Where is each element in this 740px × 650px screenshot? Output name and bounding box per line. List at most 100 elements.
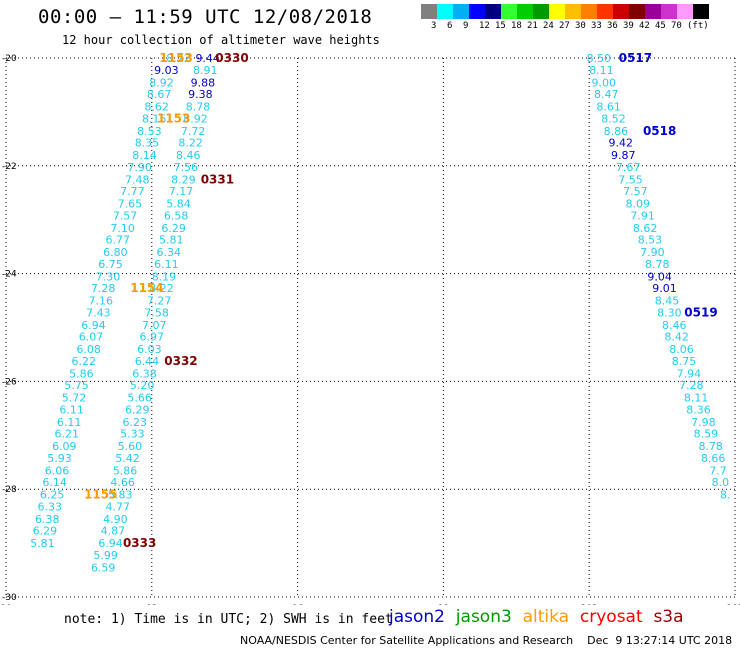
time-label: 0330 xyxy=(215,51,248,65)
wave-height-point: 6.22 xyxy=(72,355,97,368)
wave-height-point: 9.42 xyxy=(609,137,634,150)
wave-height-point: 6.21 xyxy=(55,428,80,441)
legend-swatch xyxy=(549,4,565,19)
wave-height-point: 8.15 xyxy=(142,112,167,125)
wave-height-point: 7.91 xyxy=(630,209,655,222)
wave-height-point: 6.29 xyxy=(125,403,150,416)
legend-label: 18 xyxy=(511,21,522,31)
wave-height-point: 8.46 xyxy=(176,149,201,162)
wave-height-point: 8. xyxy=(720,489,731,502)
wave-height-point: 5.20 xyxy=(130,379,155,392)
wave-height-point: 7.94 xyxy=(677,367,702,380)
wave-height-chart: 90939699102105-20-22-24-26-28-308.229.03… xyxy=(0,51,740,605)
time-label: 0331 xyxy=(201,172,234,186)
wave-height-point: 7.57 xyxy=(113,209,138,222)
footer-note: note: 1) Time is in UTC; 2) SWH is in fe… xyxy=(64,612,393,627)
wave-height-point: 8.61 xyxy=(596,101,621,114)
x-tick-label: 102 xyxy=(581,604,598,605)
wave-height-point: 7.48 xyxy=(125,173,150,186)
wave-height-point: 6.14 xyxy=(42,476,67,489)
color-legend: 3 6 9 12 15 18 21 24 27 30 33 36 39 42 45 70 (ft) xyxy=(421,4,740,33)
legend-label: 6 xyxy=(447,21,453,31)
wave-height-point: 8.52 xyxy=(601,112,626,125)
legend-labels: 3 6 9 12 15 18 21 24 27 30 33 36 39 42 45 70 (ft) xyxy=(421,19,740,33)
wave-height-point: 7.57 xyxy=(623,185,648,198)
wave-height-point: 6.77 xyxy=(106,234,131,247)
wave-height-point: 8.92 xyxy=(183,112,208,125)
wave-height-point: 8.59 xyxy=(694,428,719,441)
wave-height-point: 4.77 xyxy=(106,500,131,513)
wave-height-point: 6.29 xyxy=(161,222,186,235)
wave-height-point: 6.25 xyxy=(40,489,65,502)
wave-height-point: 6.08 xyxy=(76,343,101,356)
wave-height-point: 9.00 xyxy=(592,76,617,89)
legend-swatch xyxy=(453,4,469,19)
wave-height-point: 8.35 xyxy=(135,137,160,150)
wave-height-point: 5.60 xyxy=(118,440,143,453)
wave-height-point: 6.03 xyxy=(137,343,162,356)
legend-label: 3 xyxy=(431,21,437,31)
satellite-legend: jason2 jason3 altika cryosat s3a xyxy=(389,607,684,627)
x-tick-label: 105 xyxy=(726,604,740,605)
legend-swatch xyxy=(677,4,693,19)
legend-label: 12 xyxy=(479,21,490,31)
legend-swatch xyxy=(517,4,533,19)
wave-height-point: 8.42 xyxy=(664,331,689,344)
wave-height-point: 5.99 xyxy=(93,549,118,562)
wave-height-point: 8.50 xyxy=(587,52,612,65)
legend-label: 36 xyxy=(607,21,618,31)
wave-height-point: 8.36 xyxy=(686,403,711,416)
time-label: 1154 xyxy=(130,281,163,295)
wave-height-point: 9.88 xyxy=(191,76,216,89)
time-label: 0332 xyxy=(164,354,197,368)
legend-label: (ft) xyxy=(687,21,709,31)
legend-swatch xyxy=(485,4,501,19)
legend-label: 42 xyxy=(639,21,650,31)
legend-label: 15 xyxy=(495,21,506,31)
wave-height-point: 6.23 xyxy=(123,416,148,429)
footer-credit: NOAA/NESDIS Center for Satellite Applica… xyxy=(240,634,733,647)
wave-height-point: 8.67 xyxy=(147,88,172,101)
y-tick-label: -30 xyxy=(2,593,17,603)
wave-height-point: 6.59 xyxy=(91,561,116,574)
wave-height-point: 6.11 xyxy=(59,403,84,416)
x-tick-label: 99 xyxy=(438,604,450,605)
legend-label: 45 xyxy=(655,21,666,31)
wave-height-point: 6.38 xyxy=(132,367,157,380)
wave-height-point: 6.06 xyxy=(45,464,70,477)
legend-swatch xyxy=(565,4,581,19)
wave-height-point: 5.66 xyxy=(127,392,152,405)
wave-height-point: 7.28 xyxy=(91,282,116,295)
wave-height-point: 8.53 xyxy=(638,234,663,247)
legend-label: 70 xyxy=(671,21,682,31)
legend-swatch xyxy=(693,4,709,19)
wave-height-point: 8.14 xyxy=(132,149,157,162)
wave-height-point: 6.44 xyxy=(135,355,160,368)
wave-height-point: 8.62 xyxy=(633,222,658,235)
legend-swatch xyxy=(597,4,613,19)
page-title: 00:00 – 11:59 UTC 12/08/2018 xyxy=(38,6,373,28)
wave-height-point: 8.29 xyxy=(171,173,196,186)
wave-height-point: 5.86 xyxy=(113,464,138,477)
x-tick-label: 96 xyxy=(292,604,304,605)
legend-label: 27 xyxy=(559,21,570,31)
satellite-jason2: jason2 xyxy=(389,607,456,627)
wave-height-point: 7.17 xyxy=(169,185,194,198)
time-label: 1155 xyxy=(84,488,117,502)
wave-height-point: 5.33 xyxy=(120,428,145,441)
wave-height-point: 9.03 xyxy=(154,64,179,77)
y-tick-label: -28 xyxy=(2,485,17,495)
wave-height-point: 7.58 xyxy=(144,306,169,319)
wave-height-point: 7.27 xyxy=(147,295,172,308)
wave-height-point: 9.44 xyxy=(195,52,220,65)
wave-height-point: 8.19 xyxy=(152,270,177,283)
wave-height-point: 7.43 xyxy=(86,306,111,319)
time-label: 1153 xyxy=(157,111,190,125)
wave-height-point: 8.91 xyxy=(193,64,218,77)
wave-height-point: 7.90 xyxy=(640,246,665,259)
legend-swatches xyxy=(421,4,740,19)
wave-height-point: 8.22 xyxy=(149,282,174,295)
wave-height-point: 6.97 xyxy=(140,331,165,344)
time-label: 0518 xyxy=(643,124,676,138)
wave-height-point: 8.11 xyxy=(589,64,614,77)
